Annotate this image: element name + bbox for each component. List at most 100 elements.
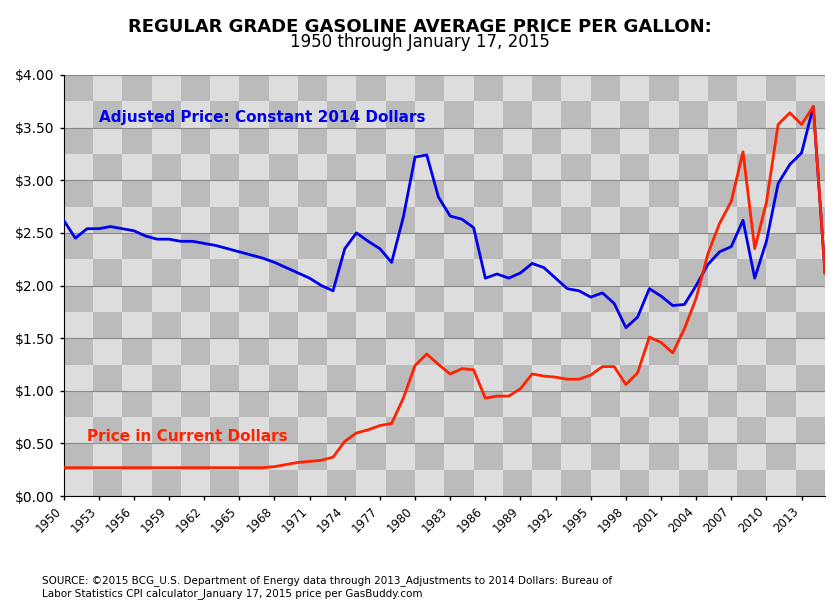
Bar — [181, 338, 210, 364]
Bar — [474, 470, 503, 496]
Bar — [298, 154, 328, 180]
Bar — [738, 470, 766, 496]
Bar — [795, 338, 825, 364]
Bar — [181, 391, 210, 417]
Bar — [591, 75, 620, 101]
Bar — [503, 259, 533, 286]
Bar — [64, 259, 93, 286]
Bar — [444, 154, 474, 180]
Bar — [444, 101, 474, 128]
Bar — [766, 364, 795, 391]
Bar — [708, 101, 738, 128]
Bar — [766, 101, 795, 128]
Bar — [533, 75, 561, 101]
Bar — [503, 233, 533, 259]
Bar — [64, 101, 93, 128]
Bar — [620, 338, 649, 364]
Bar — [795, 417, 825, 443]
Bar — [356, 338, 386, 364]
Bar — [444, 364, 474, 391]
Bar — [122, 101, 151, 128]
Bar — [210, 259, 239, 286]
Bar — [766, 286, 795, 312]
Bar — [93, 128, 122, 154]
Bar — [561, 338, 591, 364]
Bar — [151, 312, 181, 338]
Bar — [503, 206, 533, 233]
Bar — [620, 417, 649, 443]
Bar — [649, 364, 679, 391]
Bar — [64, 312, 93, 338]
Bar — [386, 75, 415, 101]
Bar — [766, 417, 795, 443]
Bar — [210, 364, 239, 391]
Bar — [474, 286, 503, 312]
Bar — [533, 338, 561, 364]
Bar — [298, 286, 328, 312]
Bar — [239, 286, 269, 312]
Bar — [122, 154, 151, 180]
Bar — [210, 180, 239, 206]
Bar — [474, 259, 503, 286]
Bar — [708, 75, 738, 101]
Bar — [122, 470, 151, 496]
Bar — [356, 364, 386, 391]
Bar — [795, 154, 825, 180]
Bar — [474, 75, 503, 101]
Bar — [269, 101, 298, 128]
Bar — [591, 286, 620, 312]
Bar — [239, 364, 269, 391]
Bar — [328, 470, 356, 496]
Bar — [561, 101, 591, 128]
Bar — [649, 417, 679, 443]
Bar — [122, 391, 151, 417]
Bar — [64, 443, 93, 470]
Bar — [93, 233, 122, 259]
Bar — [591, 128, 620, 154]
Bar — [269, 312, 298, 338]
Bar — [386, 417, 415, 443]
Bar — [328, 286, 356, 312]
Bar — [93, 338, 122, 364]
Bar — [708, 443, 738, 470]
Bar — [738, 338, 766, 364]
Bar — [533, 443, 561, 470]
Bar — [181, 364, 210, 391]
Bar — [561, 128, 591, 154]
Bar — [64, 154, 93, 180]
Bar — [533, 312, 561, 338]
Bar — [210, 233, 239, 259]
Bar — [649, 101, 679, 128]
Bar — [708, 312, 738, 338]
Bar — [795, 128, 825, 154]
Bar — [181, 233, 210, 259]
Bar — [210, 470, 239, 496]
Bar — [766, 180, 795, 206]
Bar — [679, 312, 708, 338]
Bar — [93, 75, 122, 101]
Bar — [444, 417, 474, 443]
Bar — [533, 154, 561, 180]
Bar — [356, 391, 386, 417]
Bar — [766, 312, 795, 338]
Bar — [122, 259, 151, 286]
Bar — [649, 391, 679, 417]
Bar — [210, 206, 239, 233]
Bar — [415, 206, 444, 233]
Bar — [181, 417, 210, 443]
Bar — [591, 338, 620, 364]
Bar — [328, 338, 356, 364]
Bar — [386, 128, 415, 154]
Bar — [738, 180, 766, 206]
Bar — [122, 233, 151, 259]
Bar — [620, 259, 649, 286]
Bar — [269, 417, 298, 443]
Bar — [533, 180, 561, 206]
Bar — [591, 101, 620, 128]
Bar — [591, 180, 620, 206]
Bar — [298, 233, 328, 259]
Bar — [269, 75, 298, 101]
Bar — [738, 443, 766, 470]
Bar — [181, 101, 210, 128]
Bar — [766, 233, 795, 259]
